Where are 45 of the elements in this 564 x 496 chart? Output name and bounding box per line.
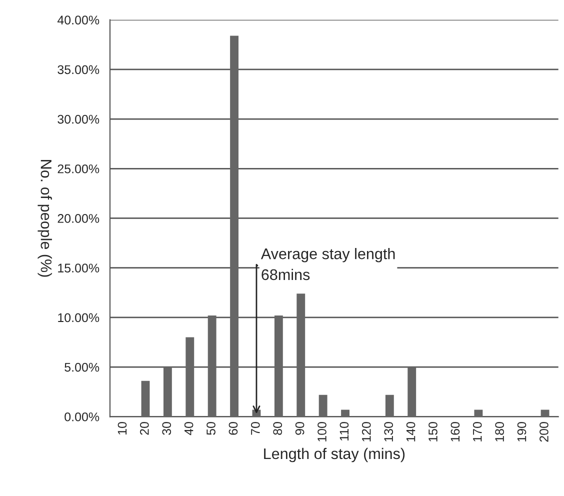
x-tick-label: 130: [384, 422, 394, 442]
bar: [274, 315, 283, 417]
bar: [296, 294, 306, 417]
x-tick-label: 30: [162, 422, 172, 435]
bar: [474, 410, 483, 417]
x-tick-label: 160: [450, 422, 460, 442]
x-tick-label: 140: [406, 422, 416, 442]
x-tick-label: 170: [472, 422, 482, 442]
x-tick-label: 110: [340, 422, 349, 440]
bar: [208, 315, 216, 417]
x-tick-label: 10: [118, 422, 127, 434]
y-tick-label: 5.00%: [64, 362, 100, 372]
y-tick-label: 35.00%: [58, 65, 100, 74]
bar: [341, 410, 350, 417]
x-tick-label: 180: [495, 422, 504, 442]
y-tick-label: 20.00%: [58, 214, 100, 223]
x-tick-label: 60: [228, 422, 238, 435]
x-tick-label: 70: [250, 422, 260, 435]
x-tick-label: 100: [318, 422, 326, 442]
bar: [318, 394, 328, 417]
x-tick-label: 40: [184, 422, 194, 436]
y-axis-title: No. of people (%): [38, 160, 52, 277]
bar: [163, 367, 172, 417]
y-tick-label: 25.00%: [58, 164, 100, 174]
bar: [385, 394, 394, 417]
x-axis-title: Length of stay (mins): [264, 448, 405, 462]
x-tick-label: 80: [273, 422, 282, 435]
bar: [408, 367, 416, 417]
y-tick-label: 15.00%: [58, 264, 100, 272]
x-tick-label: 20: [140, 422, 149, 435]
x-tick-label: 120: [362, 422, 371, 442]
y-tick-label: 0.00%: [64, 412, 100, 422]
x-tick-label: 200: [540, 422, 548, 442]
y-tick-label: 10.00%: [58, 313, 100, 322]
bar: [230, 36, 238, 417]
x-tick-label: 150: [428, 422, 438, 442]
bar: [540, 410, 550, 417]
y-tick-label: 30.00%: [58, 114, 100, 124]
x-tick-label: 90: [295, 422, 304, 435]
bar: [141, 380, 150, 417]
annotation: Average stay length 68mins: [260, 248, 395, 280]
x-tick-label: 190: [517, 422, 526, 442]
bar: [186, 337, 194, 417]
y-tick-label: 40.00%: [57, 16, 100, 24]
x-tick-label: 50: [206, 422, 216, 435]
